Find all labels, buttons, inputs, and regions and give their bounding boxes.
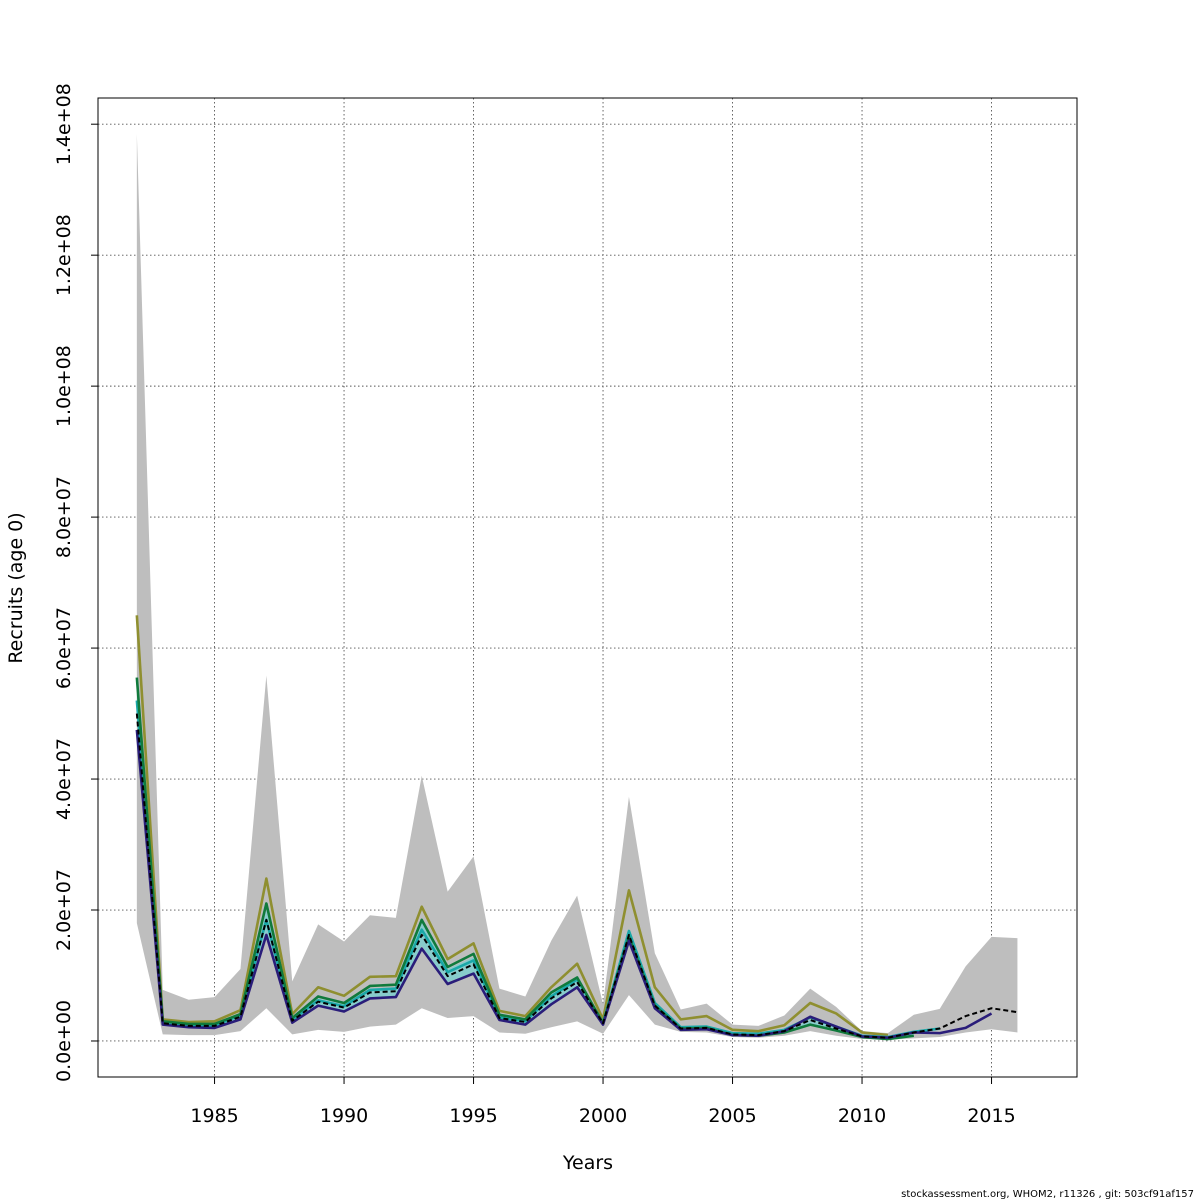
x-tick-label: 2015 bbox=[967, 1105, 1015, 1127]
x-tick-label: 1995 bbox=[449, 1105, 497, 1127]
x-axis: 1985 1990 1995 2000 2005 2010 2015 bbox=[190, 1077, 1016, 1127]
series-layer bbox=[135, 615, 1018, 1041]
y-tick-label: 2.0e+07 bbox=[53, 869, 75, 951]
x-tick-label: 2010 bbox=[838, 1105, 886, 1127]
y-axis: 0.0e+00 2.0e+07 4.0e+07 6.0e+07 8.0e+07 1.0e+… bbox=[53, 83, 98, 1082]
y-tick-label: 0.0e+00 bbox=[53, 1000, 75, 1082]
y-tick-label: 4.0e+07 bbox=[53, 738, 75, 820]
series-line-navy bbox=[135, 729, 993, 1040]
y-tick-label: 6.0e+07 bbox=[53, 607, 75, 689]
y-tick-label: 1.0e+08 bbox=[53, 345, 75, 427]
y-tick-label: 1.4e+08 bbox=[53, 83, 75, 165]
y-axis-title: Recruits (age 0) bbox=[5, 512, 27, 663]
x-tick-label: 2005 bbox=[708, 1105, 756, 1127]
x-tick-label: 2000 bbox=[579, 1105, 627, 1127]
x-tick-label: 1990 bbox=[320, 1105, 368, 1127]
plot-box bbox=[97, 97, 1078, 1078]
y-tick-label: 1.2e+08 bbox=[53, 214, 75, 296]
footer-note: stockassessment.org, WHOM2, r11326 , git… bbox=[901, 1189, 1194, 1200]
series-line-olive bbox=[135, 615, 889, 1037]
y-tick-label: 8.0e+07 bbox=[53, 476, 75, 558]
x-axis-title: Years bbox=[562, 1152, 613, 1174]
x-tick-label: 1985 bbox=[190, 1105, 238, 1127]
grid-lines bbox=[98, 98, 1077, 1077]
